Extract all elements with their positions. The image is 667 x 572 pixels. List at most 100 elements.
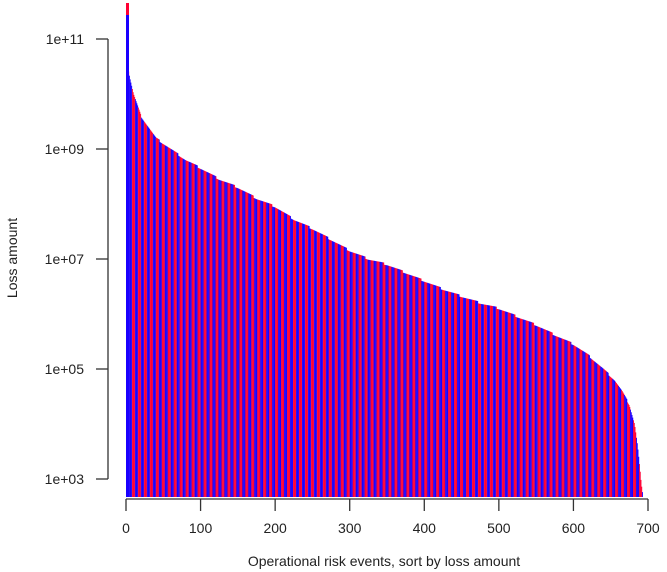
bar	[614, 380, 616, 497]
bar	[174, 151, 176, 498]
bar	[213, 175, 215, 497]
bar	[558, 337, 560, 497]
bar	[480, 304, 482, 497]
bar	[577, 348, 579, 497]
bar	[587, 354, 589, 497]
bar	[308, 226, 310, 497]
bar	[448, 291, 450, 497]
bar	[608, 375, 610, 497]
bar	[397, 268, 399, 497]
bar	[296, 221, 298, 497]
bar	[162, 143, 164, 497]
bar	[444, 290, 446, 497]
bar	[131, 88, 133, 497]
bar	[215, 176, 217, 497]
bar	[434, 285, 436, 497]
bar	[505, 311, 507, 497]
bar	[281, 211, 283, 497]
bar	[486, 304, 488, 497]
bar	[436, 285, 438, 497]
bar	[306, 225, 308, 497]
bar	[221, 180, 223, 497]
bar	[512, 313, 514, 497]
bar	[226, 182, 228, 497]
bar	[364, 256, 366, 497]
bar	[354, 253, 356, 497]
bar	[252, 195, 253, 497]
bar	[402, 272, 404, 497]
bar	[624, 395, 626, 497]
bar	[228, 183, 230, 498]
bar	[384, 264, 386, 497]
bar	[588, 354, 590, 497]
bar	[131, 85, 133, 498]
bar	[327, 236, 329, 497]
bar	[363, 256, 365, 497]
bar	[635, 432, 637, 497]
bar	[458, 294, 460, 497]
bar	[317, 232, 319, 497]
y-tick-label: 1e+03	[45, 471, 85, 487]
bar	[258, 200, 260, 497]
bar	[284, 212, 285, 497]
bar	[333, 241, 335, 497]
bar	[457, 293, 458, 497]
bar	[302, 223, 304, 497]
bar	[229, 183, 231, 498]
bar	[237, 188, 239, 497]
bar	[527, 321, 529, 497]
bar	[581, 350, 583, 497]
bar	[140, 113, 142, 498]
bar	[584, 352, 586, 497]
bar	[190, 162, 192, 497]
bar	[320, 233, 322, 498]
bar	[269, 203, 271, 497]
bar	[332, 241, 334, 497]
bar	[539, 327, 541, 497]
bar	[556, 336, 558, 497]
bar	[415, 276, 417, 497]
bar	[134, 96, 136, 497]
y-tick-label: 1e+11	[46, 31, 84, 47]
bar	[377, 261, 379, 497]
bar	[445, 290, 447, 497]
bar	[490, 305, 492, 497]
bar	[196, 164, 197, 497]
bar	[547, 330, 549, 497]
bar	[607, 372, 609, 497]
bar	[289, 215, 291, 497]
bar	[629, 406, 631, 497]
bar	[597, 364, 599, 497]
bar	[405, 273, 407, 497]
bar	[456, 293, 458, 497]
bar	[345, 247, 347, 497]
bar	[501, 310, 502, 497]
bar	[398, 269, 400, 497]
bar	[575, 346, 577, 497]
bar	[244, 191, 246, 497]
bar	[372, 260, 374, 497]
bar	[292, 219, 294, 497]
bar	[445, 290, 447, 497]
bar	[534, 325, 536, 497]
bar	[413, 276, 415, 497]
bar	[312, 229, 314, 497]
bar	[146, 125, 148, 497]
bar	[184, 160, 186, 497]
bar	[322, 234, 324, 498]
bar	[236, 187, 238, 498]
bar	[374, 260, 376, 497]
bar	[245, 191, 247, 498]
bar	[128, 75, 130, 498]
bar	[469, 299, 471, 497]
bar	[313, 230, 315, 497]
bar	[156, 138, 158, 497]
bar	[231, 183, 233, 497]
bar	[507, 312, 509, 497]
bar	[489, 305, 491, 497]
bar	[542, 328, 544, 497]
bar	[382, 262, 384, 497]
bar	[419, 278, 420, 497]
bar	[511, 313, 513, 497]
bar	[356, 253, 358, 497]
